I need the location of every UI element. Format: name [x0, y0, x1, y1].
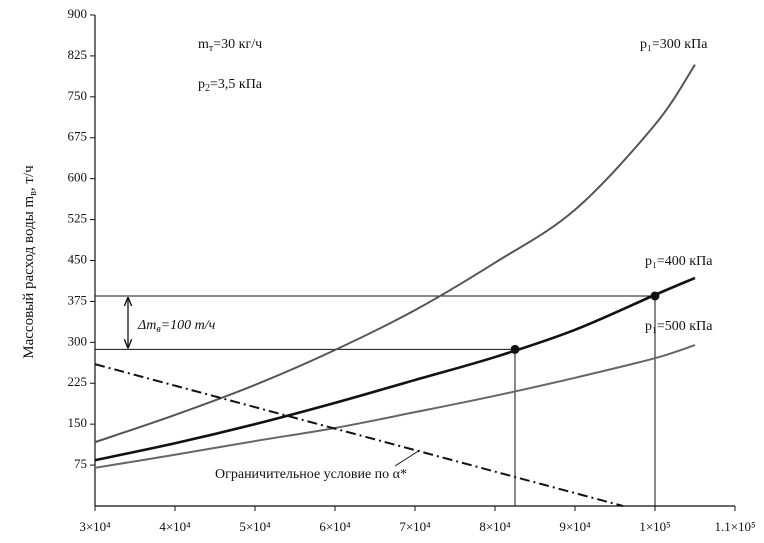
note-sub: 2	[205, 83, 210, 94]
note-sub: т	[209, 43, 214, 54]
x-tick-label: 5×10⁴	[239, 519, 271, 534]
y-tick-label: 825	[68, 47, 88, 62]
y-tick-label: 750	[68, 88, 88, 103]
leader-line	[394, 449, 421, 467]
delta-label: Δmв=100 т/ч	[137, 318, 216, 335]
y-tick-label: 150	[68, 415, 88, 430]
marker-point	[650, 291, 660, 301]
note: mт=30 кг/ч	[198, 37, 262, 54]
series-label: p₁=300 кПа	[640, 37, 708, 52]
y-tick-label: 225	[68, 374, 88, 389]
y-axis-label: Массовый расход воды mв, т/ч	[21, 165, 39, 359]
series-line	[94, 344, 696, 469]
delta-label-rest: =100 т/ч	[161, 318, 216, 333]
series-label: p₁=500 кПа	[645, 319, 713, 334]
series-line	[94, 276, 696, 462]
x-tick-label: 1×10⁵	[639, 519, 670, 534]
x-tick-label: 3×10⁴	[79, 519, 111, 534]
y-label-main: Массовый расход воды m	[21, 195, 37, 358]
note-main: p	[198, 77, 205, 92]
marker-point	[510, 344, 520, 354]
y-tick-label: 300	[68, 333, 88, 348]
note-rest: =3,5 кПа	[210, 77, 263, 92]
y-tick-label: 525	[68, 211, 88, 226]
constraint-line	[94, 363, 624, 507]
note-rest: =30 кг/ч	[213, 37, 262, 52]
note-main: m	[198, 37, 209, 52]
delta-label-sub: в	[156, 324, 161, 335]
y-label-sub: в	[28, 191, 39, 196]
y-tick-label: 900	[68, 6, 88, 21]
note: p2=3,5 кПа	[198, 77, 263, 94]
constraint-label: Ограничительное условие по α*	[215, 467, 407, 482]
y-tick-label: 600	[68, 170, 88, 185]
delta-label-main: Δm	[137, 318, 156, 333]
x-tick-label: 6×10⁴	[319, 519, 351, 534]
x-tick-label: 4×10⁴	[159, 519, 191, 534]
x-tick-label: 7×10⁴	[399, 519, 431, 534]
y-tick-label: 75	[74, 456, 87, 471]
y-tick-label: 675	[68, 129, 88, 144]
x-tick-label: 8×10⁴	[479, 519, 511, 534]
series-line	[94, 64, 696, 444]
x-tick-label: 1.1×10⁵	[714, 519, 755, 534]
x-tick-label: 9×10⁴	[559, 519, 591, 534]
y-label-rest: , т/ч	[21, 165, 37, 191]
y-tick-label: 375	[68, 292, 88, 307]
y-tick-label: 450	[68, 251, 88, 266]
series-label: p₁=400 кПа	[645, 254, 713, 269]
